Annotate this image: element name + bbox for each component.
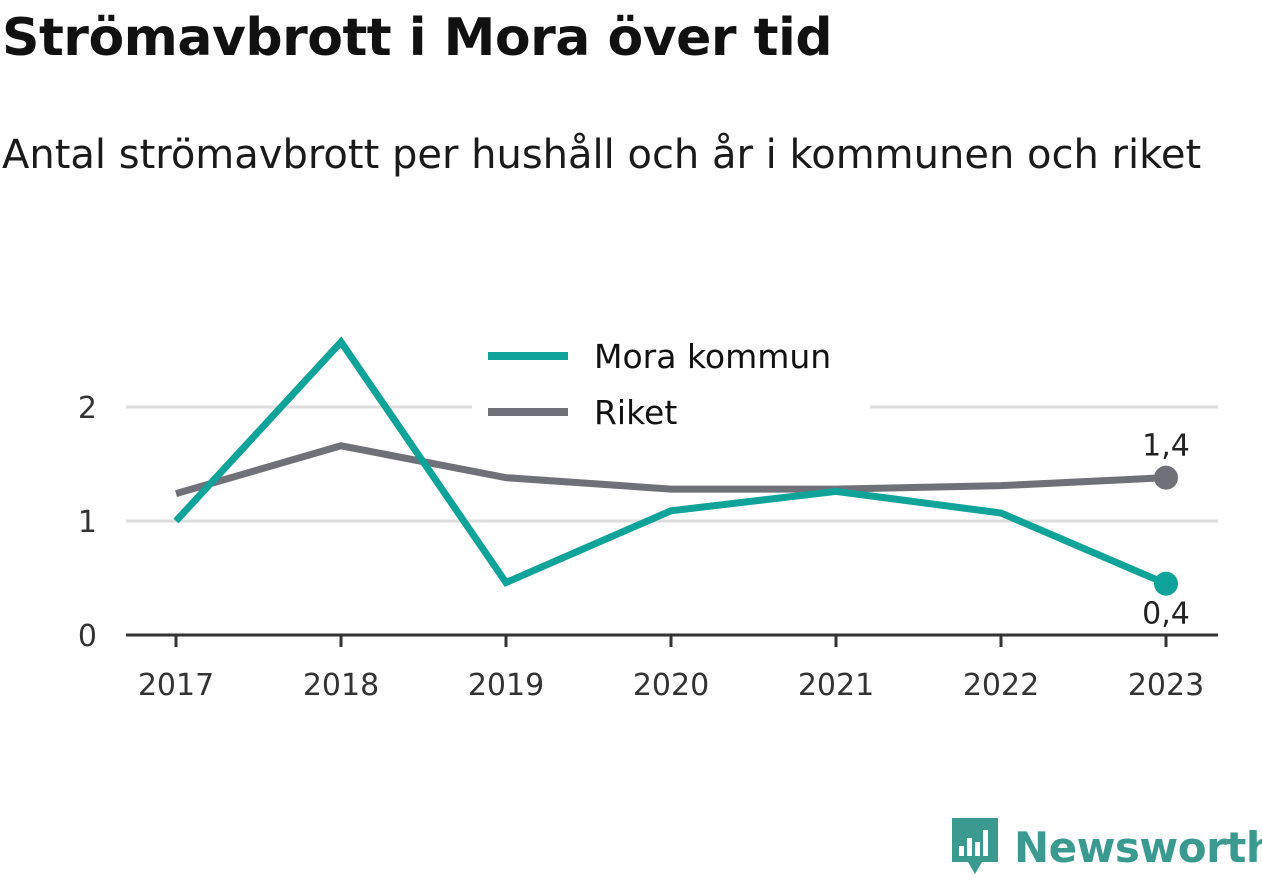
y-tick-label: 0 — [78, 619, 97, 654]
end-labels: 1,4 0,4 — [1139, 429, 1193, 635]
end-label-riket: 1,4 — [1142, 429, 1190, 464]
x-tick-label: 2019 — [468, 668, 544, 703]
legend-label: Riket — [594, 393, 677, 432]
x-tick-label: 2021 — [798, 668, 874, 703]
x-axis-ticks: 2017 2018 2019 2020 2021 2022 2023 — [138, 635, 1204, 703]
legend-background — [472, 332, 870, 442]
legend: Mora kommun Riket — [472, 332, 870, 442]
x-tick-label: 2020 — [633, 668, 709, 703]
y-tick-label: 1 — [78, 505, 97, 540]
series-end-point — [1154, 571, 1178, 596]
newsworthy-chart-icon — [952, 818, 998, 874]
x-tick-label: 2018 — [303, 668, 379, 703]
x-tick-label: 2022 — [963, 668, 1039, 703]
chart-subtitle: Antal strömavbrott per hushåll och år i … — [2, 132, 1202, 178]
series-lines — [173, 336, 1178, 596]
logo-text: Newsworthy — [1014, 822, 1262, 872]
chart-title: Strömavbrott i Mora över tid — [2, 8, 833, 68]
series-end-point — [1154, 465, 1178, 490]
x-tick-label: 2017 — [138, 668, 214, 703]
y-tick-label: 2 — [78, 391, 97, 426]
legend-label: Mora kommun — [594, 337, 831, 376]
end-label-mora: 0,4 — [1142, 597, 1190, 632]
newsworthy-logo: Newsworthy — [950, 816, 1262, 878]
series-line — [173, 336, 1168, 587]
y-axis-ticks: 0 1 2 — [78, 391, 97, 654]
series-line — [175, 442, 1167, 498]
x-tick-label: 2023 — [1128, 668, 1204, 703]
